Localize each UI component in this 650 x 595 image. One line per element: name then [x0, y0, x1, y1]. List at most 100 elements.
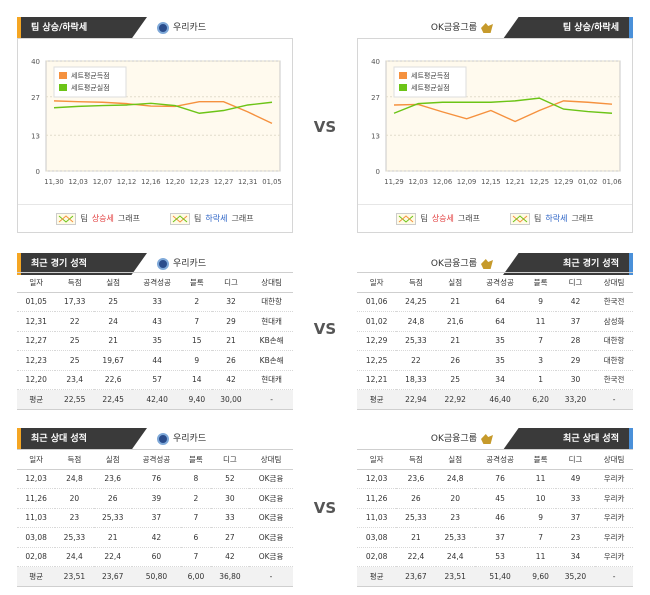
table-average-cell: 36,80 [210, 566, 250, 587]
table-average-cell: 6,20 [525, 389, 556, 410]
table-row: 11,03 23 25,33 37 7 33 OK금융 [17, 508, 293, 528]
x-tick-label: 12,27 [214, 178, 233, 186]
left-recent-header: 최근 경기 성적 우리카드 [17, 253, 293, 275]
table-cell: 35 [474, 331, 526, 351]
table-cell: 12,21 [357, 370, 397, 390]
table-cell: 11,03 [357, 508, 397, 528]
table-cell: 21 [435, 292, 475, 312]
y-tick-label: 0 [376, 168, 380, 176]
table-average-cell: 평균 [357, 389, 397, 410]
table-header-cell: 공격성공 [474, 449, 526, 470]
table-average-cell: 평균 [17, 566, 56, 587]
table-header-cell: 실점 [93, 449, 132, 470]
table-header-row: 일자 득점 실점 공격성공 블록 디그 상대팀 [357, 449, 633, 470]
left-h2h-panel: 최근 상대 성적 우리카드 [17, 428, 293, 450]
table-header-cell: 블록 [181, 449, 211, 470]
table-cell: 22,4 [93, 547, 132, 567]
x-tick-label: 11,29 [384, 178, 403, 186]
table-average-cell: 33,20 [555, 389, 596, 410]
table-cell: 12,29 [357, 331, 397, 351]
table-row: 12,29 25,33 21 35 7 28 대한항 [357, 331, 633, 351]
table-cell: 76 [131, 469, 182, 489]
legend-down-word: 하락세 [205, 214, 228, 223]
legend-team-word: 팀 [534, 214, 542, 223]
left-trend-title: 팀 상승/하락세 [17, 17, 147, 39]
table-header-cell: 블록 [181, 272, 212, 293]
table-cell: 49 [555, 469, 596, 489]
table-average-cell: 22,55 [55, 389, 94, 410]
table-cell: 25 [55, 350, 94, 371]
table-average-cell: 50,80 [131, 566, 182, 587]
right-h2h-panel: OK금융그룹 최근 상대 성적 [357, 428, 633, 450]
table-cell: 01,05 [17, 292, 56, 312]
legend-up-word: 상승세 [431, 214, 454, 223]
table-cell: 12,25 [357, 350, 397, 371]
table-row: 03,08 25,33 21 42 6 27 OK금융 [17, 527, 293, 548]
x-tick-label: 12,29 [554, 178, 573, 186]
table-cell: 24,8 [396, 311, 436, 332]
table-row: 01,06 24,25 21 64 9 42 한국전 [357, 292, 633, 312]
graph-up-icon [396, 212, 417, 225]
table-header-cell: 상대팀 [250, 272, 293, 293]
table-cell: 25,33 [396, 331, 436, 351]
table-cell: 25,33 [55, 527, 94, 548]
table-cell: 23 [435, 508, 475, 528]
legend-entry: 세트평균실점 [411, 83, 450, 92]
table-cell: 64 [474, 311, 526, 332]
left-trend-chart-svg: 40 27 13 0 11,30 12,03 12,07 12,12 12,16 12,20 12,… [31, 58, 282, 186]
x-tick-label: 12,07 [93, 178, 112, 186]
table-cell: 24,4 [435, 547, 475, 567]
graph-down-icon [170, 212, 190, 225]
table-cell: 35 [132, 331, 182, 351]
table-cell: 11,03 [17, 508, 56, 528]
right-recent-title: 최근 경기 성적 [503, 253, 633, 275]
table-cell: 22 [55, 311, 94, 332]
table-cell: 15 [181, 331, 212, 351]
wooricard-logo-icon [157, 433, 169, 445]
table-cell: 25,33 [93, 508, 132, 528]
table-cell: 12,27 [17, 331, 56, 351]
table-cell: 22,6 [93, 370, 133, 390]
table-row: 12,21 18,33 25 34 1 30 한국전 [357, 370, 633, 390]
table-cell: 12,03 [17, 469, 56, 489]
left-recent-table: 일자 득점 실점 공격성공 블록 디그 상대팀 01,05 17,33 25 33 2 32 대한항 12,… [17, 272, 293, 410]
table-cell: 22,4 [396, 547, 436, 567]
left-chart-legend-foot: 팀 상승세 그래프 팀 하락세 그래프 [18, 204, 292, 232]
table-cell: 2 [181, 488, 211, 509]
table-cell: 37 [131, 508, 182, 528]
table-cell: 8 [181, 469, 211, 489]
left-legend-up: 팀 상승세 그래프 [56, 212, 140, 225]
x-tick-label: 01,02 [578, 178, 597, 186]
left-recent-panel: 최근 경기 성적 우리카드 [17, 253, 293, 275]
left-recent-title: 최근 경기 성적 [17, 253, 147, 275]
table-cell: 33 [210, 508, 250, 528]
legend-graph-word: 그래프 [231, 214, 254, 223]
legend-swatch [59, 72, 67, 79]
left-team-name: 우리카드 [173, 434, 207, 444]
table-average-cell: 51,40 [474, 566, 526, 587]
table-cell: 7 [525, 527, 556, 548]
table-cell: 7 [525, 331, 556, 351]
table-cell: 43 [132, 311, 182, 332]
table-cell: 1 [525, 370, 556, 390]
table-cell: 01,02 [357, 311, 397, 332]
table-cell: 25,33 [435, 527, 475, 548]
table-cell: 27 [210, 527, 250, 548]
table-cell: 12,31 [17, 311, 56, 332]
left-h2h-title: 최근 상대 성적 [17, 428, 147, 450]
table-cell: 23 [55, 508, 94, 528]
table-cell: 21 [435, 331, 475, 351]
table-cell: 21 [93, 527, 132, 548]
table-cell: 34 [555, 547, 596, 567]
right-team-name: OK금융그룹 [430, 434, 477, 444]
table-cell: 01,06 [357, 292, 397, 312]
table-cell: 45 [474, 488, 526, 509]
x-tick-label: 01,05 [262, 178, 281, 186]
table-average-cell: 9,60 [525, 566, 556, 587]
table-header-cell: 디그 [555, 272, 596, 293]
table-cell: 28 [555, 331, 596, 351]
table-average-cell: 23,67 [396, 566, 436, 587]
table-cell: 17,33 [55, 292, 94, 312]
table-cell: 25 [435, 370, 475, 390]
table-average-cell: 22,92 [435, 389, 475, 410]
